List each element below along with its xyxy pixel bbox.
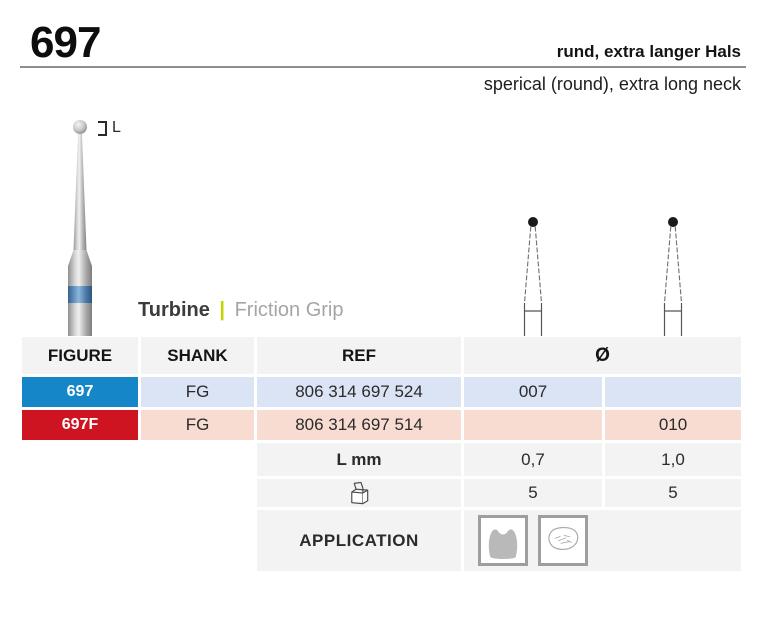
shank-value: FG xyxy=(141,410,254,440)
package-icon xyxy=(350,481,368,504)
length-value-1: 0,7 xyxy=(464,443,602,476)
length-value-2: 1,0 xyxy=(605,443,741,476)
application-icons xyxy=(464,510,741,571)
column-header-ref: REF xyxy=(257,337,461,374)
ref-number: 806 314 697 524 xyxy=(257,377,461,407)
pack-quantity-1: 5 xyxy=(464,479,602,507)
packaging-row xyxy=(257,479,461,507)
column-header-shank: SHANK xyxy=(141,337,254,374)
diameter-empty xyxy=(605,377,741,407)
column-header-diameter: Ø xyxy=(464,337,741,374)
figure-badge-697f: 697F xyxy=(22,410,138,440)
bur-flare xyxy=(68,250,92,266)
page-title: 697 xyxy=(30,18,101,67)
amalgam-surface-icon xyxy=(538,515,588,566)
bur-blue-band xyxy=(68,286,92,303)
column-header-figure: FIGURE xyxy=(22,337,138,374)
length-label: L xyxy=(112,119,121,136)
product-name-german: rund, extra langer Hals xyxy=(556,42,741,61)
diameter-empty xyxy=(464,410,602,440)
ref-number: 806 314 697 514 xyxy=(257,410,461,440)
pack-quantity-2: 5 xyxy=(605,479,741,507)
spec-table: FIGURE SHANK REF Ø 697 FG 806 314 697 52… xyxy=(22,337,741,571)
length-row-label: L mm xyxy=(257,443,461,476)
grip-type-line: Turbine | Friction Grip xyxy=(138,299,344,322)
shank-value: FG xyxy=(141,377,254,407)
grip-separator: | xyxy=(219,299,226,321)
diameter-010: 010 xyxy=(605,410,741,440)
header-divider xyxy=(20,66,746,68)
length-bracket-icon xyxy=(98,120,107,136)
application-row-label: APPLICATION xyxy=(257,510,461,571)
bur-head xyxy=(73,120,87,134)
grip-system-label: Turbine xyxy=(138,299,210,321)
diameter-007: 007 xyxy=(464,377,602,407)
bur-neck xyxy=(73,134,87,250)
figure-badge-697: 697 xyxy=(22,377,138,407)
bur-product-photo xyxy=(56,120,104,336)
bur-diagram-010 xyxy=(663,217,683,336)
bur-diagram-007 xyxy=(523,217,543,336)
bur-shank-lower xyxy=(68,303,92,336)
head-length-callout: L xyxy=(98,119,121,137)
product-name-english: sperical (round), extra long neck xyxy=(483,74,741,94)
tooth-cavity-icon xyxy=(478,515,528,566)
bur-shank xyxy=(68,266,92,286)
grip-name-label: Friction Grip xyxy=(234,299,344,321)
